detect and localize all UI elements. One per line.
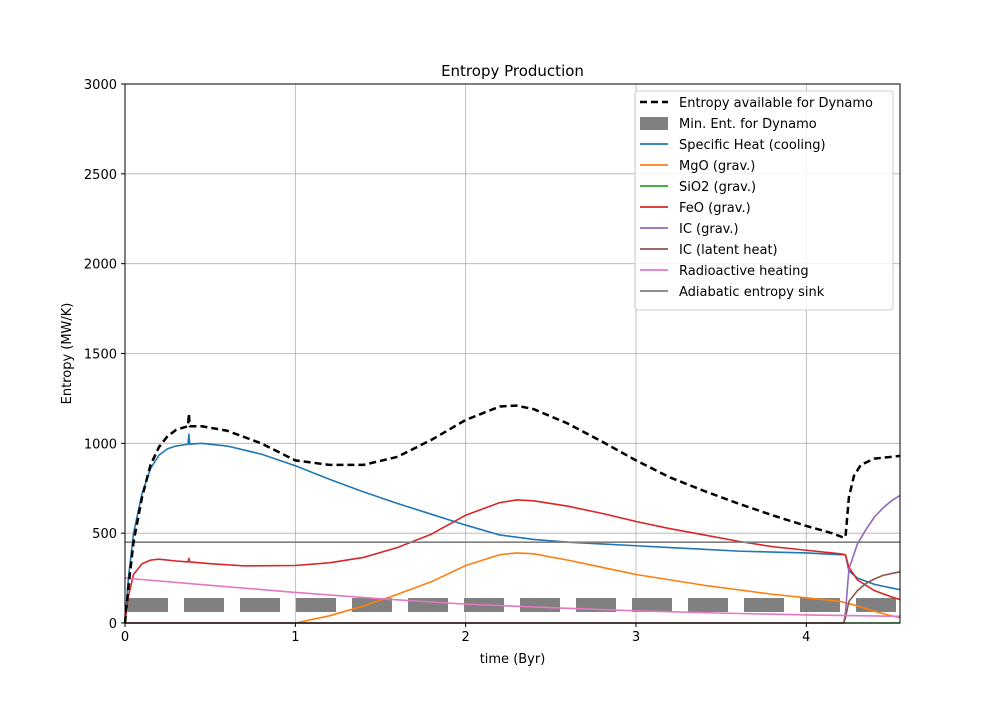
legend-label: MgO (grav.) bbox=[679, 159, 755, 174]
x-tick-label: 4 bbox=[802, 630, 810, 645]
y-tick-label: 2500 bbox=[84, 168, 117, 183]
legend-swatch bbox=[640, 117, 668, 130]
y-tick-label: 1000 bbox=[84, 437, 117, 452]
legend-label: Specific Heat (cooling) bbox=[679, 138, 826, 153]
legend-item-sio2-grav: SiO2 (grav.) bbox=[640, 180, 756, 195]
legend-item-adiabatic-entropy-sink: Adiabatic entropy sink bbox=[640, 285, 825, 300]
series-line-radioactive-heating bbox=[124, 577, 901, 618]
legend-label: SiO2 (grav.) bbox=[679, 180, 756, 195]
legend-item-entropy-available-for-dynamo: Entropy available for Dynamo bbox=[640, 96, 873, 111]
legend: Entropy available for Dynamo Min. Ent. fo… bbox=[634, 90, 894, 311]
y-tick-label: 0 bbox=[109, 617, 117, 632]
legend-label: IC (grav.) bbox=[679, 222, 739, 237]
chart-title: Entropy Production bbox=[441, 62, 584, 80]
y-axis-label: Entropy (MW/K) bbox=[60, 303, 75, 405]
y-axis-ticks: 0 500 1000 1500 2000 2500 3000 bbox=[84, 78, 125, 632]
y-tick-label: 500 bbox=[92, 527, 117, 542]
x-tick-label: 3 bbox=[632, 630, 640, 645]
legend-box bbox=[634, 90, 894, 311]
series-line-specific-heat-cooling bbox=[124, 433, 901, 624]
legend-label: Radioactive heating bbox=[679, 264, 809, 279]
series-line-entropy-available-for-dynamo bbox=[123, 404, 901, 624]
legend-label: Entropy available for Dynamo bbox=[679, 96, 873, 111]
legend-label: IC (latent heat) bbox=[679, 243, 778, 258]
legend-item-min-ent-for-dynamo: Min. Ent. for Dynamo bbox=[640, 117, 817, 132]
legend-item-feo-grav: FeO (grav.) bbox=[640, 201, 751, 216]
y-tick-label: 1500 bbox=[84, 348, 117, 363]
series-line-ic-grav bbox=[125, 494, 901, 624]
series-line-ic-latent-heat bbox=[125, 571, 901, 624]
series-line-feo-grav bbox=[124, 499, 901, 624]
legend-label: Min. Ent. for Dynamo bbox=[679, 117, 817, 132]
legend-label: FeO (grav.) bbox=[679, 201, 751, 216]
legend-item-mgo-grav: MgO (grav.) bbox=[640, 159, 755, 174]
legend-item-specific-heat-cooling: Specific Heat (cooling) bbox=[640, 138, 826, 153]
y-tick-label: 2000 bbox=[84, 258, 117, 273]
legend-item-ic-grav: IC (grav.) bbox=[640, 222, 739, 237]
legend-label: Adiabatic entropy sink bbox=[679, 285, 825, 300]
legend-item-radioactive-heating: Radioactive heating bbox=[640, 264, 809, 279]
x-axis-label: time (Byr) bbox=[480, 652, 546, 667]
x-axis-ticks: 0 1 2 3 4 bbox=[121, 623, 810, 645]
x-tick-label: 1 bbox=[291, 630, 299, 645]
legend-item-ic-latent-heat: IC (latent heat) bbox=[640, 243, 778, 258]
x-tick-label: 2 bbox=[462, 630, 470, 645]
y-tick-label: 3000 bbox=[84, 78, 117, 93]
x-tick-label: 0 bbox=[121, 630, 129, 645]
